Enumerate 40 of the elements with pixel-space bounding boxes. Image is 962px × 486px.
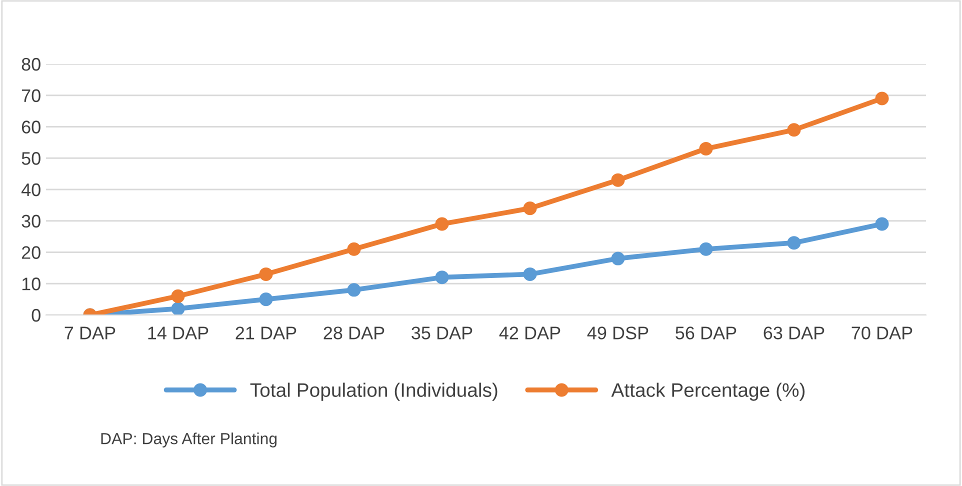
point (259, 292, 273, 306)
point (787, 236, 801, 250)
point (435, 270, 449, 284)
legend-label: Total Population (Individuals) (250, 382, 498, 401)
y-tick-label: 30 (22, 214, 40, 228)
text: DAP: Days After Planting (101, 432, 277, 448)
point (347, 283, 361, 297)
x-tick-label: 42 DAP (499, 326, 560, 340)
y-tick-label: 70 (22, 89, 40, 102)
x-tick-label: 14 DAP (148, 326, 208, 340)
point (699, 242, 713, 256)
y-tick-label: 40 (21, 183, 40, 196)
point (787, 123, 801, 137)
y-tick-label: 0 (32, 308, 40, 322)
x-tick-label: 7 DAP (64, 326, 116, 340)
point (171, 289, 185, 303)
point (259, 267, 273, 281)
x-tick-label: 35 DAP (412, 326, 472, 340)
x-tick-label: 70 DAP (852, 326, 912, 340)
y-tick-label: 10 (22, 278, 40, 290)
x-tick-label: 28 DAP (324, 326, 384, 340)
x-tick-label: 56 DAP (676, 326, 736, 340)
point (875, 92, 889, 106)
point (347, 242, 361, 256)
point (875, 217, 889, 231)
x-tick-label: 21 DAP (236, 326, 296, 340)
y-tick-label: 80 (22, 58, 40, 71)
point (611, 252, 625, 266)
y-tick-label: 60 (22, 120, 40, 134)
point (171, 302, 185, 315)
x-tick-label: 49 DSP (587, 326, 648, 340)
point (435, 217, 449, 231)
point (611, 173, 625, 187)
point (699, 142, 713, 156)
point (523, 202, 537, 216)
y-tick-label: 20 (22, 246, 40, 259)
point (523, 267, 537, 281)
legend-label: Attack Percentage (%) (611, 382, 805, 401)
x-tick-label: 63 DAP (764, 326, 824, 340)
y-tick-label: 50 (22, 152, 40, 165)
